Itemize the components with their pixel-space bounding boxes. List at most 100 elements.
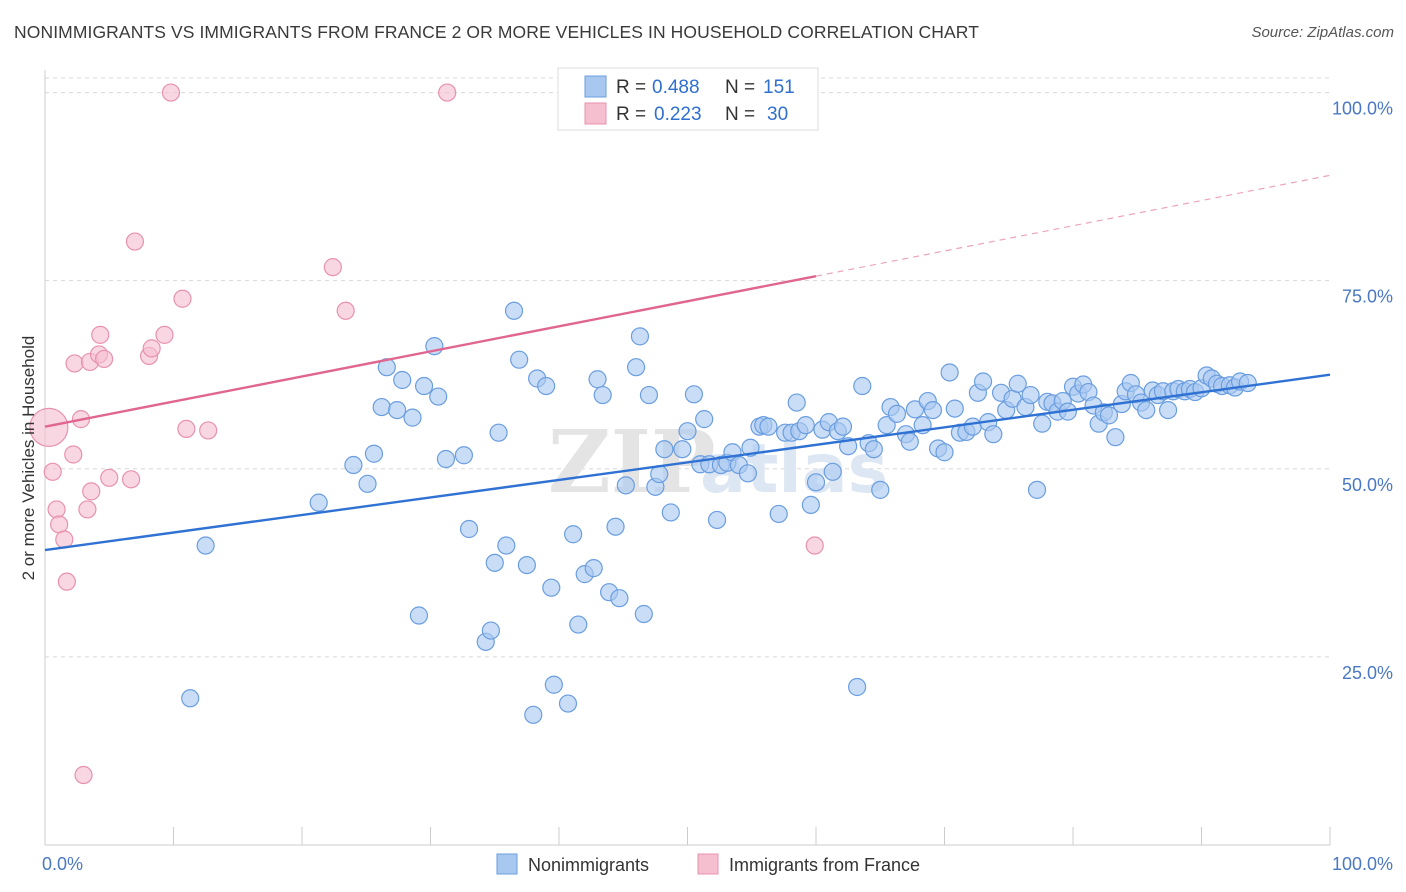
- immigrants-france-point: [125, 232, 145, 251]
- nonimmigrants-point: [900, 432, 919, 451]
- nonimmigrants-point: [409, 606, 429, 625]
- nonimmigrants-point: [984, 425, 1003, 444]
- nonimmigrants-point: [806, 473, 826, 492]
- nonimmigrants-point: [639, 385, 659, 405]
- nonimmigrants-point: [769, 504, 788, 524]
- immigrants-france-point: [199, 421, 218, 440]
- immigrants-france-trend-line: [44, 274, 817, 428]
- nonimmigrants-point: [848, 677, 867, 697]
- nonimmigrants-point: [923, 400, 943, 420]
- legend-r-label-1: R =: [616, 77, 646, 98]
- nonimmigrants-point: [358, 474, 377, 493]
- nonimmigrants-point: [759, 417, 778, 436]
- chart-title: NONIMMIGRANTS VS IMMIGRANTS FROM FRANCE …: [14, 22, 980, 42]
- legend-r-value-1: 0.488: [652, 77, 700, 98]
- nonimmigrants-point: [1137, 400, 1156, 420]
- nonimmigrants-point: [606, 517, 625, 536]
- nonimmigrants-point: [1033, 414, 1052, 433]
- nonimmigrants-point: [963, 417, 982, 436]
- nonimmigrants-point: [377, 358, 396, 377]
- immigrants-france-point: [155, 325, 174, 344]
- nonimmigrants-point: [497, 536, 516, 555]
- x-tick-label-max: 100.0%: [1332, 854, 1393, 874]
- nonimmigrants-point: [1021, 385, 1040, 405]
- immigrants-france-point: [438, 83, 457, 102]
- nonimmigrants-point: [181, 689, 200, 708]
- nonimmigrants-point: [1106, 428, 1125, 447]
- nonimmigrants-point: [877, 416, 896, 435]
- bottom-legend-swatch-nonimmigrants: [496, 853, 518, 875]
- immigrants-france-point: [43, 462, 62, 481]
- nonimmigrants-point: [610, 589, 629, 608]
- immigrants-france-point: [95, 349, 114, 369]
- immigrants-france-point: [29, 407, 69, 448]
- legend-swatch-immigrants-france: [584, 102, 607, 125]
- legend-swatch-nonimmigrants: [584, 75, 607, 98]
- immigrants-france-point: [336, 301, 355, 320]
- nonimmigrants-point: [741, 438, 760, 457]
- immigrants-france-point: [78, 500, 97, 519]
- nonimmigrants-point: [393, 370, 412, 390]
- immigrants-france-point: [121, 470, 141, 489]
- legend-n-value-1: 151: [763, 77, 795, 98]
- immigrants-france-point: [805, 536, 824, 555]
- nonimmigrants-point: [634, 604, 653, 624]
- nonimmigrants-point: [787, 393, 806, 412]
- nonimmigrants-point: [684, 385, 704, 404]
- nonimmigrants-point: [661, 503, 680, 522]
- immigrants-france-point: [161, 83, 181, 102]
- nonimmigrants-point: [364, 444, 384, 463]
- y-tick-label: 25.0%: [1342, 663, 1393, 683]
- nonimmigrants-point: [387, 400, 407, 420]
- nonimmigrants-point: [459, 519, 479, 539]
- nonimmigrants-point: [616, 476, 635, 495]
- nonimmigrants-point: [945, 399, 964, 418]
- nonimmigrants-point: [510, 350, 529, 369]
- immigrants-france-point: [74, 765, 93, 785]
- chart-source: Source: ZipAtlas.com: [1251, 24, 1394, 41]
- immigrants-france-point: [91, 325, 110, 344]
- immigrants-france-point: [50, 515, 69, 534]
- nonimmigrants-point: [504, 301, 524, 320]
- immigrants-france-point: [47, 500, 66, 519]
- nonimmigrants-trend-line: [44, 373, 1331, 552]
- immigrants-france-point: [177, 419, 196, 439]
- legend-n-value-2: 30: [767, 104, 788, 125]
- nonimmigrants-point: [454, 446, 474, 465]
- nonimmigrants-point: [630, 327, 650, 346]
- immigrants-france-point: [323, 258, 342, 277]
- nonimmigrants-point: [1027, 480, 1047, 499]
- bottom-legend-swatch-immigrants-france: [697, 853, 719, 875]
- immigrants-france-point: [82, 482, 101, 501]
- nonimmigrants-point: [738, 464, 757, 483]
- nonimmigrants-point: [678, 422, 697, 441]
- nonimmigrants-point: [542, 578, 561, 597]
- legend: R = 0.488 N = 151 R = 0.223 N = 30: [557, 67, 819, 131]
- nonimmigrants-point: [593, 385, 612, 405]
- y-tick-label: 50.0%: [1342, 475, 1393, 495]
- nonimmigrants-point: [864, 440, 883, 459]
- nonimmigrants-point: [196, 536, 215, 555]
- legend-r-label-2: R =: [616, 104, 646, 125]
- immigrants-france-point: [65, 354, 84, 373]
- nonimmigrants-point: [309, 493, 328, 512]
- immigrants-france-point: [64, 445, 83, 464]
- bottom-legend: Nonimmigrants Immigrants from France: [496, 853, 920, 875]
- nonimmigrants-point: [1238, 373, 1257, 393]
- nonimmigrants-point: [564, 525, 583, 544]
- nonimmigrants-point: [372, 397, 391, 417]
- bottom-legend-label-immigrants-france: Immigrants from France: [729, 855, 920, 875]
- trend-lines: [44, 174, 1331, 552]
- immigrants-france-point: [173, 289, 192, 308]
- nonimmigrants-point: [823, 462, 842, 481]
- nonimmigrants-point: [871, 480, 890, 499]
- nonimmigrants-point: [403, 408, 422, 427]
- nonimmigrants-point: [626, 358, 646, 377]
- nonimmigrants-point: [833, 417, 853, 436]
- nonimmigrants-point: [558, 694, 578, 713]
- nonimmigrants-point: [707, 510, 727, 530]
- immigrants-france-point: [100, 468, 119, 487]
- nonimmigrants-point: [673, 440, 692, 459]
- nonimmigrants-point: [517, 555, 536, 575]
